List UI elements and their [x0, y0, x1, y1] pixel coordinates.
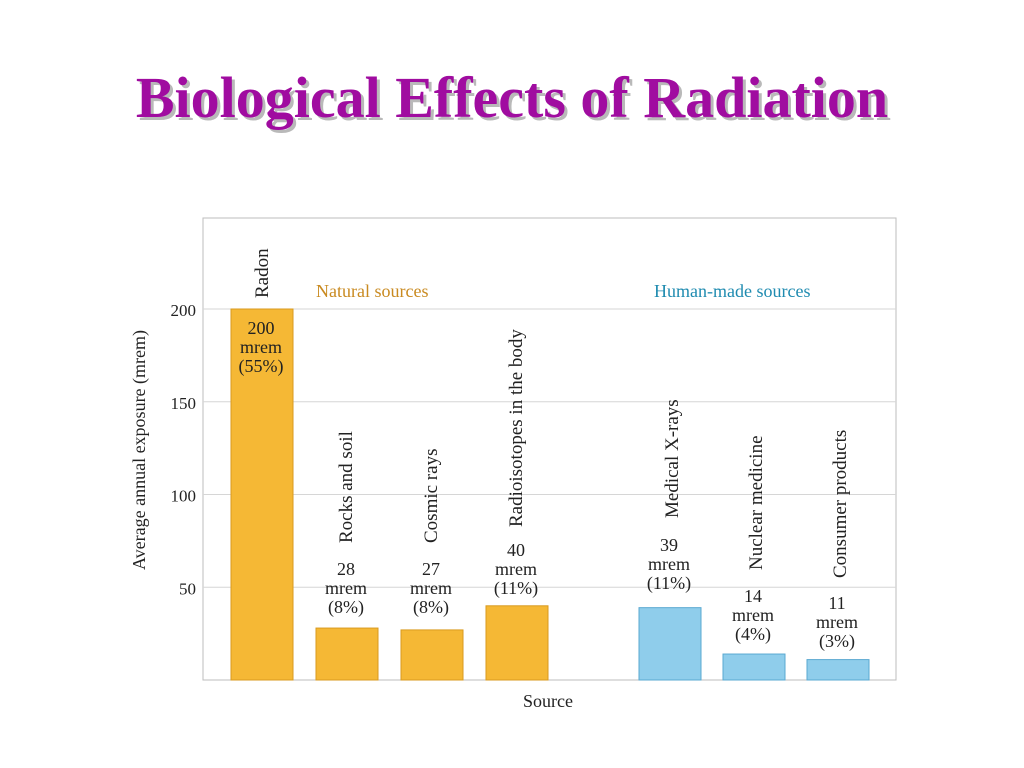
- value-label: 39: [660, 535, 678, 555]
- value-label: (8%): [413, 597, 449, 618]
- value-label: 27: [422, 559, 440, 579]
- category-label: Cosmic rays: [421, 449, 442, 543]
- y-axis-ticks: 50 100 150 200: [171, 301, 197, 598]
- y-axis-title: Average annual exposure (mrem): [129, 330, 150, 570]
- y-tick-label: 200: [171, 301, 197, 320]
- slide-title: Biological Effects of Radiation: [135, 65, 889, 130]
- bar: [400, 629, 464, 681]
- category-label: Rocks and soil: [336, 431, 357, 543]
- value-label: (4%): [735, 624, 771, 645]
- bar: [722, 653, 786, 681]
- value-label: mrem: [816, 612, 858, 632]
- x-axis-title: Source: [523, 691, 573, 711]
- category-labels: Radon Rocks and soil Cosmic rays Radioisoto…: [252, 248, 851, 578]
- plot-background: [202, 217, 897, 681]
- value-label: (3%): [819, 631, 855, 652]
- category-label: Nuclear medicine: [746, 435, 767, 570]
- value-label: (11%): [494, 578, 538, 599]
- category-label: Consumer products: [830, 430, 851, 578]
- value-labels: 200mrem(55%)28mrem(8%)27mrem(8%)40mrem(1…: [239, 318, 858, 652]
- legend-natural-sources: Natural sources: [316, 281, 428, 301]
- bar: [315, 627, 379, 681]
- value-label: mrem: [325, 578, 367, 598]
- value-label: 200: [248, 318, 275, 338]
- bar: [485, 605, 549, 681]
- value-label: 28: [337, 559, 355, 579]
- bar: [806, 659, 870, 681]
- value-label: mrem: [732, 605, 774, 625]
- category-label: Radon: [252, 248, 273, 298]
- bars: [230, 308, 870, 681]
- value-label: mrem: [495, 559, 537, 579]
- y-tick-label: 50: [179, 579, 196, 598]
- value-label: 14: [744, 586, 762, 606]
- y-tick-label: 150: [171, 394, 197, 413]
- category-label: Radioisotopes in the body: [506, 329, 527, 527]
- category-label: Medical X-rays: [662, 399, 683, 518]
- value-label: mrem: [410, 578, 452, 598]
- value-label: 40: [507, 540, 525, 560]
- bar: [230, 308, 294, 681]
- value-label: mrem: [648, 554, 690, 574]
- bar: [638, 607, 702, 681]
- legend-human-made-sources: Human-made sources: [654, 281, 810, 301]
- y-tick-label: 100: [171, 487, 197, 506]
- value-label: mrem: [240, 337, 282, 357]
- value-label: (11%): [647, 573, 691, 594]
- value-label: (55%): [239, 356, 284, 377]
- gridlines: [203, 308, 896, 588]
- value-label: (8%): [328, 597, 364, 618]
- value-label: 11: [828, 593, 845, 613]
